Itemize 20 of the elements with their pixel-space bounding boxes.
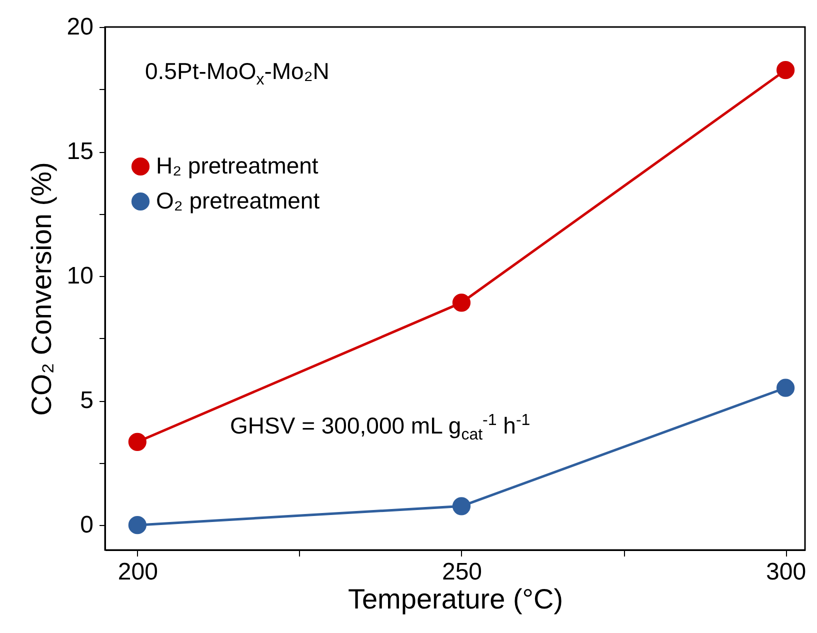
point [128,516,146,534]
y-tick-label: 5 [80,387,94,414]
legend-label: O₂ pretreatment [156,188,320,214]
y-tick-label: 20 [66,14,94,40]
y-tick-label: 0 [80,512,94,539]
x-tick-label: 200 [118,558,158,586]
y-tick-label: 10 [66,262,94,290]
point [776,61,795,80]
x-tick-label: 250 [442,558,482,586]
y-axis-title: CO₂ Conversion (%) [26,162,57,416]
legend-label: H₂ pretreatment [156,152,319,178]
x-tick-label: 300 [766,558,806,586]
annotation: 0.5Pt-MoO$_{x}$-Mo₂N [145,58,330,90]
annotation: GHSV = 300,000 mL g$_{cat}$$^{-1}$ h$^{-1}$ [230,412,530,444]
point [452,294,471,312]
point [776,378,795,397]
y-tick-label: 15 [66,138,94,166]
x-axis-title: Temperature (°C) [348,584,564,614]
point [128,432,146,451]
point [452,497,471,516]
